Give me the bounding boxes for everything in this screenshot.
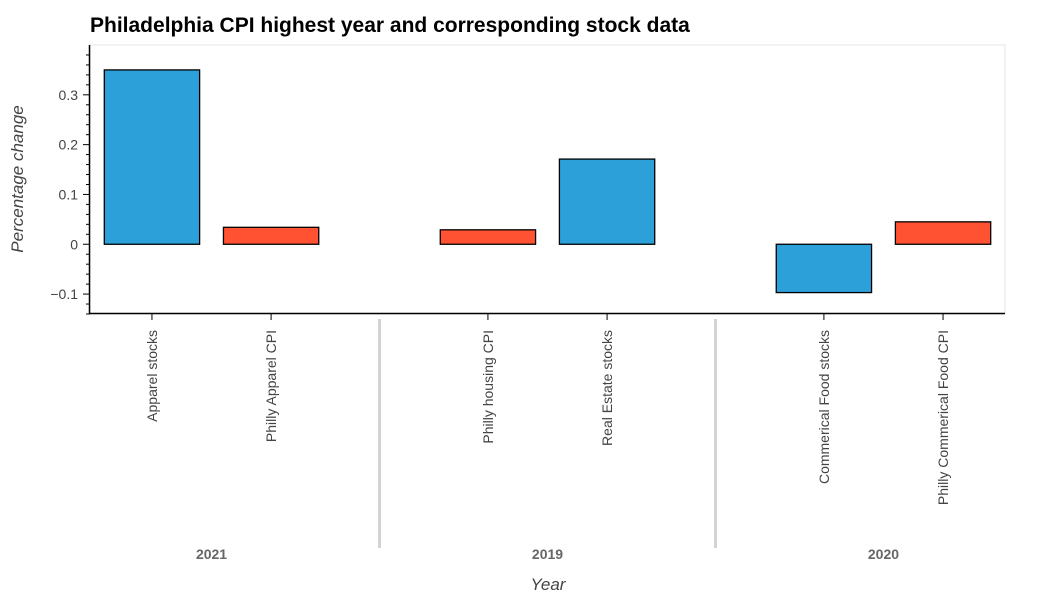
- x-tick-label: Real Estate stocks: [599, 330, 615, 446]
- bar-philly-housing-cpi: [439, 229, 537, 245]
- chart-title: Philadelphia CPI highest year and corres…: [90, 14, 690, 37]
- y-axis-ticks: −0.1 0 0.1 0.2 0.3: [50, 54, 90, 315]
- bars-layer: [103, 69, 992, 294]
- group-label: 2019: [532, 546, 563, 562]
- bar-commerical-food-stocks: [775, 243, 873, 294]
- y-tick-label: −0.1: [50, 286, 78, 302]
- x-tick-label: Philly housing CPI: [480, 330, 496, 444]
- y-axis-label: Percentage change: [8, 105, 27, 252]
- group-labels: 2021 2019 2020: [196, 546, 899, 562]
- y-tick-label: 0.1: [59, 186, 79, 202]
- group-label: 2021: [196, 546, 227, 562]
- bar-philly-commerical-food-cpi: [894, 221, 992, 245]
- bar-apparel-stocks: [103, 69, 201, 245]
- y-tick-label: 0: [70, 236, 78, 252]
- x-tick-label: Philly Commerical Food CPI: [935, 330, 951, 505]
- group-separators: [378, 319, 717, 548]
- bar-philly-apparel-cpi: [222, 226, 320, 245]
- y-tick-label: 0.3: [59, 87, 79, 103]
- y-tick-label: 0.2: [59, 137, 79, 153]
- bar-real-estate-stocks: [558, 158, 656, 245]
- group-label: 2020: [868, 546, 899, 562]
- x-tick-label: Commerical Food stocks: [816, 330, 832, 484]
- x-axis-ticks: Apparel stocks Philly Apparel CPI Philly h…: [144, 314, 951, 505]
- x-tick-label: Philly Apparel CPI: [263, 330, 279, 442]
- x-axis-label: Year: [531, 575, 567, 594]
- x-tick-label: Apparel stocks: [144, 330, 160, 422]
